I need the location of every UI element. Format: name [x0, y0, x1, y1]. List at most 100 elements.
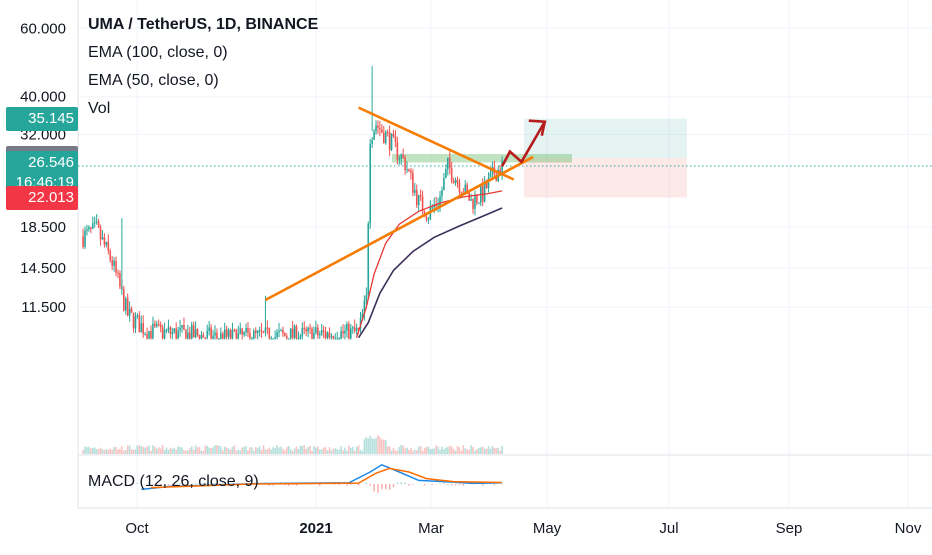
- candle: [286, 333, 288, 339]
- candle: [156, 321, 158, 328]
- candle-body: [210, 328, 212, 339]
- candle: [274, 330, 276, 339]
- candle: [247, 322, 249, 337]
- candle-body: [303, 328, 305, 329]
- candle-body: [160, 324, 162, 327]
- candle-body: [288, 339, 290, 340]
- legend-volume[interactable]: Vol: [88, 100, 110, 118]
- volume-bar: [239, 450, 241, 454]
- volume-bar: [455, 451, 457, 454]
- candle-body: [226, 329, 228, 336]
- drawings[interactable]: [265, 108, 544, 300]
- macd-histogram-bar: [412, 484, 413, 485]
- candle-body: [216, 333, 218, 339]
- volume-bar: [82, 450, 84, 454]
- candle-body: [185, 330, 187, 339]
- candle: [292, 321, 294, 339]
- macd-histogram-bar: [319, 484, 320, 486]
- volume-bar: [230, 450, 232, 454]
- candle-body: [311, 329, 313, 339]
- volume-bar: [269, 448, 271, 454]
- candle-body: [152, 324, 154, 339]
- volume-bar: [197, 447, 199, 454]
- volume-bar: [179, 447, 181, 454]
- candle-body: [426, 217, 428, 219]
- volume-bar: [383, 440, 385, 454]
- volume-bar: [212, 447, 214, 454]
- volume-bar: [389, 446, 391, 454]
- volume-bar: [156, 449, 158, 454]
- volume-bar: [445, 448, 447, 454]
- candle: [218, 338, 220, 340]
- candle-body: [193, 325, 195, 337]
- candle-body: [344, 331, 346, 334]
- candle-body: [212, 336, 214, 339]
- candle-body: [162, 327, 164, 338]
- candle: [323, 326, 325, 339]
- volume-bar: [379, 437, 381, 454]
- candle: [154, 320, 156, 328]
- candle: [470, 194, 472, 201]
- volume-bar: [276, 445, 278, 454]
- target-price-badge[interactable]: 35.145: [6, 107, 78, 131]
- candle: [170, 326, 172, 339]
- stop-price-badge[interactable]: 22.013: [6, 186, 78, 210]
- macd-histogram-bar: [451, 484, 452, 485]
- candle-body: [222, 334, 224, 339]
- candle: [418, 195, 420, 212]
- legend-macd[interactable]: MACD (12, 26, close, 9): [88, 473, 259, 491]
- candle: [414, 183, 416, 196]
- candle: [441, 187, 443, 202]
- candle-body: [123, 289, 125, 310]
- volume-bar: [302, 446, 304, 454]
- volume-bar: [125, 450, 127, 454]
- candle: [237, 326, 239, 339]
- legend-ema50[interactable]: EMA (50, close, 0): [88, 72, 219, 90]
- candle: [212, 330, 214, 340]
- volume-bar: [96, 449, 98, 454]
- candle: [257, 330, 259, 340]
- candle: [239, 323, 241, 335]
- macd-histogram-bar: [443, 483, 444, 484]
- volume-bar: [470, 445, 472, 454]
- candle-body: [282, 330, 284, 333]
- candle-body: [455, 180, 457, 183]
- volume-bar: [146, 447, 148, 454]
- volume-bar: [187, 450, 189, 454]
- candle-body: [257, 331, 259, 333]
- volume-bar: [371, 438, 373, 454]
- candle-body: [296, 326, 298, 339]
- candle: [129, 301, 131, 321]
- candle: [420, 189, 422, 201]
- candle-body: [379, 128, 381, 130]
- legend-ema100[interactable]: EMA (100, close, 0): [88, 44, 228, 62]
- macd-histogram-bar: [397, 483, 398, 484]
- candle: [269, 328, 271, 340]
- candle-body: [408, 169, 410, 171]
- candle-body: [274, 337, 276, 339]
- candle: [236, 329, 238, 340]
- volume-bar: [447, 447, 449, 454]
- candle-body: [148, 331, 150, 339]
- candle-body: [214, 333, 216, 336]
- candle-body: [236, 330, 238, 339]
- volume-bar: [267, 449, 269, 454]
- volume-bar: [160, 448, 162, 454]
- candle: [102, 230, 104, 240]
- candle: [127, 293, 129, 316]
- candle: [383, 126, 385, 144]
- candle: [379, 121, 381, 136]
- candle: [201, 331, 203, 340]
- candle-body: [383, 133, 385, 143]
- candle-body: [140, 323, 142, 332]
- candle-body: [166, 330, 168, 331]
- volume-bar: [441, 447, 443, 454]
- volume-bar: [218, 446, 220, 454]
- candle-body: [284, 333, 286, 336]
- candle: [255, 327, 257, 338]
- candle: [369, 139, 371, 229]
- candle-body: [173, 328, 175, 332]
- volume-bar: [313, 446, 315, 454]
- volume-bar: [387, 446, 389, 454]
